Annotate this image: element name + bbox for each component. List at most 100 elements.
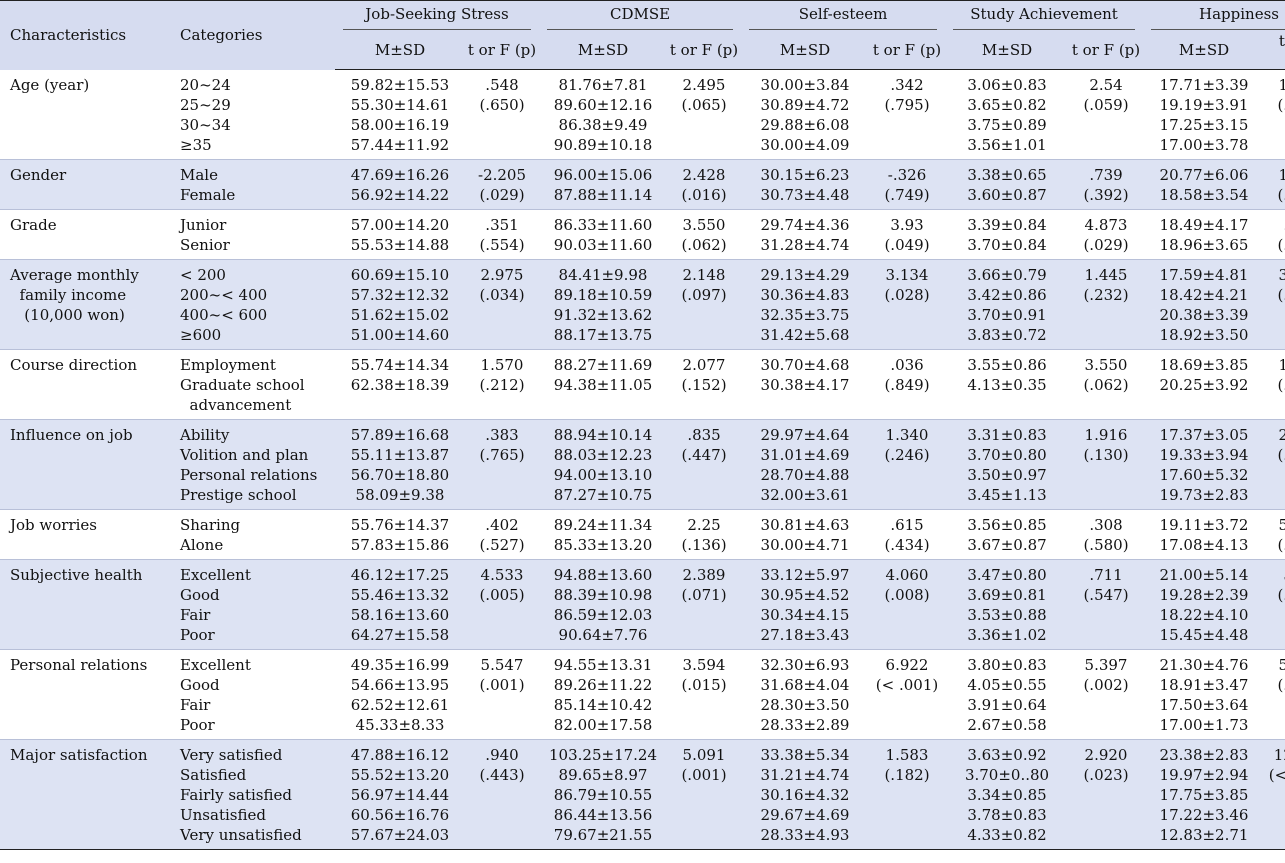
subheader-stat: t or F (p) — [869, 31, 946, 70]
msd-cell: 89.24±11.34 85.33±13.20 — [539, 509, 668, 560]
characteristic-cell: Major satisfaction — [0, 739, 170, 850]
subheader-stat: t or F (p) — [667, 31, 742, 70]
msd-cell: 86.33±11.60 90.03±11.60 — [539, 209, 668, 260]
msd-cell: 3.38±0.65 3.60±0.87 — [945, 159, 1070, 210]
stat-cell: 3.594 (.015) — [667, 649, 742, 740]
table-row: Average monthly family income (10,000 wo… — [0, 259, 1285, 350]
msd-cell: 33.38±5.34 31.21±4.74 30.16±4.32 29.67±4… — [741, 739, 870, 850]
stat-cell: 2.920 (.023) — [1069, 739, 1144, 850]
stat-cell: -.326 (.749) — [869, 159, 946, 210]
stat-cell: 1.958 (.123) — [1265, 69, 1285, 160]
msd-cell: 21.30±4.76 18.91±3.47 17.50±3.64 17.00±1… — [1143, 649, 1266, 740]
table-row: Personal relations Excellent Good Fair Po… — [0, 649, 1285, 740]
subheader-stat: t or F (p) — [1265, 31, 1285, 70]
subheader-msd: M±SD — [741, 31, 870, 70]
characteristic-cell: Influence on job — [0, 419, 170, 510]
msd-cell: 30.00±3.84 30.89±4.72 29.88±6.08 30.00±4… — [741, 69, 870, 160]
msd-cell: 81.76±7.81 89.60±12.16 86.38±9.49 90.89±… — [539, 69, 668, 160]
characteristic-cell: Age (year) — [0, 69, 170, 160]
stat-cell: 2.25 (.136) — [667, 509, 742, 560]
categories-cell: Male Female — [170, 159, 335, 210]
msd-cell: 3.80±0.83 4.05±0.55 3.91±0.64 2.67±0.58 — [945, 649, 1070, 740]
stat-cell: 3.550 (.062) — [1069, 349, 1144, 420]
stat-cell: 2.389 (.071) — [667, 559, 742, 650]
msd-cell: 29.97±4.64 31.01±4.69 28.70±4.88 32.00±3… — [741, 419, 870, 510]
msd-cell: 17.71±3.39 19.19±3.91 17.25±3.15 17.00±3… — [1143, 69, 1266, 160]
msd-cell: 55.74±14.34 62.38±18.39 — [335, 349, 465, 420]
stat-cell: 1.583 (.182) — [869, 739, 946, 850]
msd-cell: 29.13±4.29 30.36±4.83 32.35±3.75 31.42±5… — [741, 259, 870, 350]
msd-cell: 18.69±3.85 20.25±3.92 — [1143, 349, 1266, 420]
stat-cell: 2.148 (.097) — [667, 259, 742, 350]
stat-cell: .940 (.443) — [465, 739, 540, 850]
msd-cell: 32.30±6.93 31.68±4.04 28.30±3.50 28.33±2… — [741, 649, 870, 740]
msd-cell: 55.76±14.37 57.83±15.86 — [335, 509, 465, 560]
subheader-msd: M±SD — [1143, 31, 1266, 70]
categories-cell: Excellent Good Fair Poor — [170, 649, 335, 740]
msd-cell: 30.15±6.23 30.73±4.48 — [741, 159, 870, 210]
characteristic-cell: Subjective health — [0, 559, 170, 650]
msd-cell: 88.94±10.14 88.03±12.23 94.00±13.10 87.2… — [539, 419, 668, 510]
characteristic-cell: Personal relations — [0, 649, 170, 740]
stat-cell: 6.922 (< .001) — [869, 649, 946, 740]
msd-cell: 88.27±11.69 94.38±11.05 — [539, 349, 668, 420]
msd-cell: 17.59±4.81 18.42±4.21 20.38±3.39 18.92±3… — [1143, 259, 1266, 350]
stat-cell: .351 (.554) — [465, 209, 540, 260]
table-row: Major satisfaction Very satisfied Satisfi… — [0, 739, 1285, 850]
stat-cell: .383 (.765) — [465, 419, 540, 510]
subheader-row: M±SD t or F (p) M±SD t or F (p) M±SD t or F (… — [0, 31, 1285, 70]
stat-cell: 2.814 (.041) — [1265, 419, 1285, 510]
stat-cell: 3.134 (.028) — [869, 259, 946, 350]
stat-cell: 5.90 (.001) — [1265, 559, 1285, 650]
stat-cell: .548 (.650) — [465, 69, 540, 160]
table-row: Age (year) 20~24 25~29 30~34 ≥35 59.82±15.… — [0, 69, 1285, 160]
characteristic-cell: Course direction — [0, 349, 170, 420]
table-row: Grade Junior Senior 57.00±14.20 55.53±14.8… — [0, 209, 1285, 260]
stat-cell: .506 (.478) — [1265, 209, 1285, 260]
stat-cell: .308 (.580) — [1069, 509, 1144, 560]
msd-cell: 17.37±3.05 19.33±3.94 17.60±5.32 19.73±2… — [1143, 419, 1266, 510]
msd-cell: 94.55±13.31 89.26±11.22 85.14±10.42 82.0… — [539, 649, 668, 740]
stat-cell: .615 (.434) — [869, 509, 946, 560]
stat-cell: 5.091 (.001) — [667, 739, 742, 850]
subheader-msd: M±SD — [945, 31, 1070, 70]
msd-cell: 94.88±13.60 88.39±10.98 86.59±12.03 90.6… — [539, 559, 668, 650]
msd-cell: 23.38±2.83 19.97±2.94 17.75±3.85 17.22±3… — [1143, 739, 1266, 850]
stat-cell: 1.445 (.232) — [1069, 259, 1144, 350]
header-group-self-esteem: Self-esteem — [741, 0, 946, 31]
stat-cell: .835 (.447) — [667, 419, 742, 510]
msd-cell: 59.82±15.53 55.30±14.61 58.00±16.19 57.4… — [335, 69, 465, 160]
msd-cell: 3.63±0.92 3.70±0..80 3.34±0.85 3.78±0.83… — [945, 739, 1070, 850]
msd-cell: 60.69±15.10 57.32±12.32 51.62±15.02 51.0… — [335, 259, 465, 350]
categories-cell: Ability Volition and plan Personal relat… — [170, 419, 335, 510]
characteristic-cell: Gender — [0, 159, 170, 210]
stat-cell: 5.119 (.002) — [1265, 649, 1285, 740]
msd-cell: 29.74±4.36 31.28±4.74 — [741, 209, 870, 260]
categories-cell: Junior Senior — [170, 209, 335, 260]
stat-cell: 5.716 (.018) — [1265, 509, 1285, 560]
header-group-job-seeking-stress: Job-Seeking Stress — [335, 0, 540, 31]
stat-cell: 1.340 (.246) — [869, 419, 946, 510]
stat-cell: 1.281 (.223) — [1265, 159, 1285, 210]
msd-cell: 3.56±0.85 3.67±0.87 — [945, 509, 1070, 560]
msd-cell: 30.70±4.68 30.38±4.17 — [741, 349, 870, 420]
stat-cell: .036 (.849) — [869, 349, 946, 420]
stat-cell: 2.077 (.152) — [667, 349, 742, 420]
categories-cell: < 200 200~< 400 400~< 600 ≥600 — [170, 259, 335, 350]
subheader-msd: M±SD — [539, 31, 668, 70]
stat-cell: .402 (.527) — [465, 509, 540, 560]
msd-cell: 18.49±4.17 18.96±3.65 — [1143, 209, 1266, 260]
stat-cell: .739 (.392) — [1069, 159, 1144, 210]
stat-cell: .342 (.795) — [869, 69, 946, 160]
table-row: Influence on job Ability Volition and pla… — [0, 419, 1285, 510]
stat-cell: 2.975 (.034) — [465, 259, 540, 350]
msd-cell: 84.41±9.98 89.18±10.59 91.32±13.62 88.17… — [539, 259, 668, 350]
msd-cell: 103.25±17.24 89.65±8.97 86.79±10.55 86.4… — [539, 739, 668, 850]
header-group-cdmse: CDMSE — [539, 0, 742, 31]
stat-cell: 3.500 (.017) — [1265, 259, 1285, 350]
msd-cell: 3.47±0.80 3.69±0.81 3.53±0.88 3.36±1.02 — [945, 559, 1070, 650]
msd-cell: 46.12±17.25 55.46±13.32 58.16±13.60 64.2… — [335, 559, 465, 650]
characteristic-cell: Grade — [0, 209, 170, 260]
stat-cell: 4.873 (.029) — [1069, 209, 1144, 260]
